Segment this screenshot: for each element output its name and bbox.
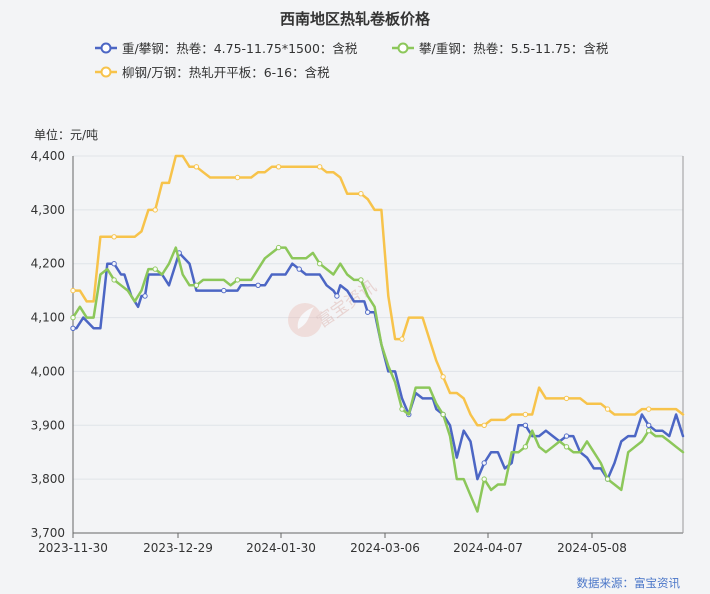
series-2-point[interactable] [317,261,323,267]
series-2-point[interactable] [399,406,405,412]
series-2-point[interactable] [70,314,76,321]
series-1-point[interactable] [365,309,371,315]
y-tick-label: 4,200 [31,257,65,271]
legend-label: 重/攀钢：热卷：4.75-11.75*1500：含税 [122,41,358,56]
y-tick-label: 4,300 [31,203,65,217]
series-1-point[interactable] [255,282,261,288]
y-tick-label: 4,000 [31,364,65,378]
watermark-logo-icon [288,303,322,337]
series-2-point[interactable] [604,476,611,482]
series-lines [70,154,685,513]
tick-labels: 4,400 4,300 4,200 4,100 4,000 3,900 3,800 3,700… [31,149,627,555]
x-tick-label: 2024-04-07 [453,541,523,555]
series-3-point[interactable] [111,234,117,240]
series-2-point[interactable] [358,277,364,283]
series-1-point[interactable] [70,325,76,331]
series-3-point[interactable] [440,374,446,380]
series-line-1[interactable] [71,251,685,481]
y-tick-label: 4,400 [31,149,65,163]
series-1-point[interactable] [522,422,529,428]
series-3-point[interactable] [399,336,405,342]
series-3-point[interactable] [646,406,652,412]
series-1-point[interactable] [334,293,340,299]
series-1-point[interactable] [111,261,117,267]
y-tick-label: 3,700 [31,526,65,540]
series-2-point[interactable] [646,428,652,434]
series-line-2[interactable] [71,246,685,513]
series-1-point[interactable] [142,293,148,299]
axes [72,156,684,538]
series-1-point[interactable] [221,287,227,294]
x-tick-label: 2024-01-30 [246,541,316,555]
series-2-point[interactable] [193,282,200,288]
series-2-point[interactable] [275,244,282,251]
series-3-point[interactable] [604,406,611,412]
grid-lines [73,155,683,534]
series-3-point[interactable] [522,411,529,418]
chart-title: 西南地区热轧卷板价格 [279,10,430,28]
series-2-point[interactable] [111,277,117,283]
series-2-point[interactable] [440,411,446,418]
series-3-point[interactable] [152,207,158,213]
series-2-point[interactable] [563,444,570,450]
legend-label: 柳钢/万钢：热轧开平板：6-16：含税 [122,65,330,80]
series-3-point[interactable] [481,422,487,428]
watermark-text: 富宝资讯 [313,277,380,332]
y-axis-unit-label: 单位：元/吨 [34,128,99,142]
legend-line-icon [392,42,414,53]
legend-label: 攀/重钢：热卷：5.5-11.75：含税 [419,41,609,56]
y-tick-label: 3,800 [31,472,65,486]
x-tick-label: 2023-11-30 [38,541,108,555]
x-tick-label: 2024-05-08 [557,541,627,555]
legend-item-series-3[interactable]: 柳钢/万钢：热轧开平板：6-16：含税 [95,62,330,81]
series-3-point[interactable] [234,174,241,181]
series-2-point[interactable] [522,444,529,450]
data-source-label: 数据来源：富宝资讯 [576,576,681,590]
series-1-point[interactable] [646,422,652,428]
series-2-point[interactable] [234,277,241,283]
y-tick-label: 3,900 [31,418,65,432]
legend-item-series-1[interactable]: 重/攀钢：热卷：4.75-11.75*1500：含税 [95,38,357,57]
series-3-point[interactable] [358,191,364,197]
x-tick-label: 2023-12-29 [143,541,213,555]
series-1-point[interactable] [296,266,302,272]
series-1-point[interactable] [563,433,570,439]
legend-line-icon [95,42,117,53]
series-3-point[interactable] [70,287,76,294]
series-1-point[interactable] [481,460,487,466]
series-3-point[interactable] [563,395,570,402]
series-3-point[interactable] [193,164,200,170]
series-2-point[interactable] [481,476,487,482]
series-2-point[interactable] [152,266,158,272]
legend-item-series-2[interactable]: 攀/重钢：热卷：5.5-11.75：含税 [392,38,608,57]
y-tick-label: 4,100 [31,311,65,325]
x-tick-label: 2024-03-06 [350,541,420,555]
legend-line-icon [95,66,117,77]
series-3-point[interactable] [275,164,282,170]
series-3-point[interactable] [317,164,323,170]
series-line-3[interactable] [71,154,685,427]
